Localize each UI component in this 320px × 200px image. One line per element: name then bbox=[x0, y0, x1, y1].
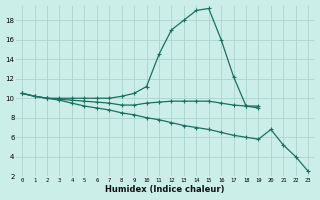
X-axis label: Humidex (Indice chaleur): Humidex (Indice chaleur) bbox=[106, 185, 225, 194]
